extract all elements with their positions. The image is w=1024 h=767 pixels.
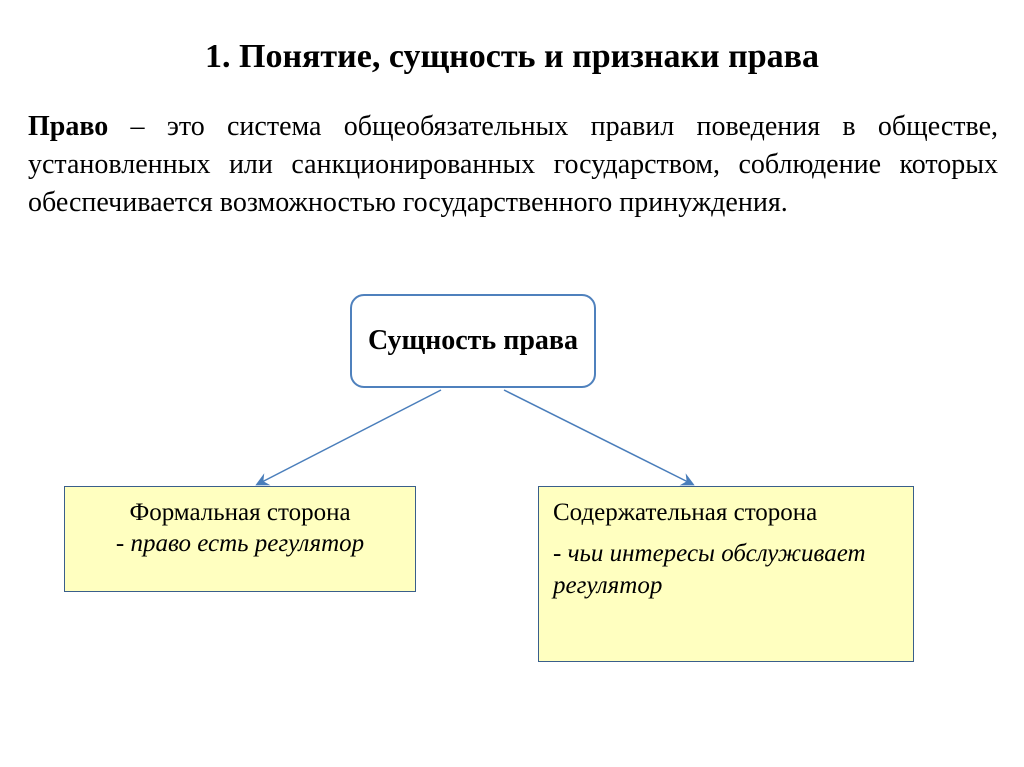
definition-term: Право — [28, 111, 108, 142]
child-formal-line1: Формальная сторона — [79, 497, 401, 528]
child-content-line2: - чьи интересы обслуживает регулятор — [553, 538, 899, 601]
child-content-line1: Содержательная сторона — [553, 497, 899, 528]
edge-right — [504, 390, 692, 484]
definition-text: – это система общеобязательных правил по… — [28, 111, 998, 218]
slide: 1. Понятие, сущность и признаки права Пр… — [0, 0, 1024, 767]
root-node: Сущность права — [350, 294, 596, 388]
edge-left — [258, 390, 441, 484]
child-node-content: Содержательная сторона - чьи интересы об… — [538, 486, 914, 662]
child-formal-line2: - право есть регулятор — [79, 528, 401, 559]
root-node-label: Сущность права — [368, 324, 578, 358]
child-node-formal: Формальная сторона - право есть регулято… — [64, 486, 416, 592]
slide-title: 1. Понятие, сущность и признаки права — [0, 38, 1024, 76]
definition-paragraph: Право – это система общеобязательных пра… — [28, 108, 998, 221]
